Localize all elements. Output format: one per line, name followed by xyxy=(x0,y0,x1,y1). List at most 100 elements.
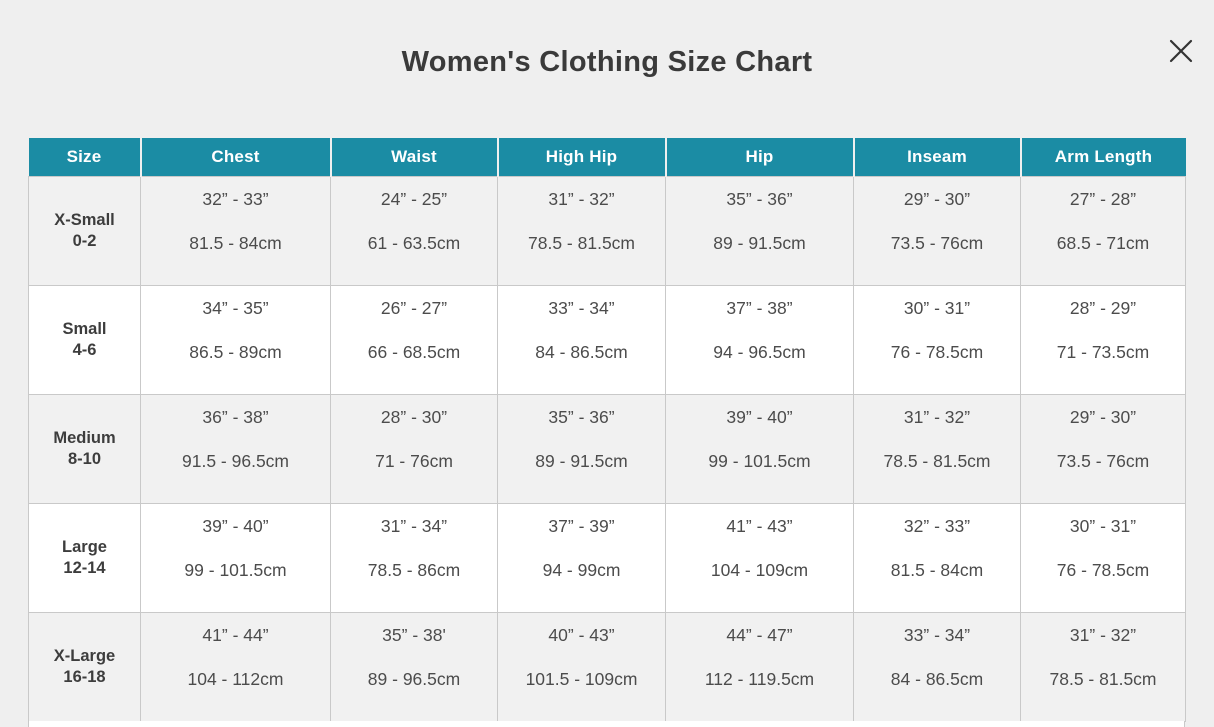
measurement-cm: 104 - 112cm xyxy=(187,668,284,689)
table-row-xsmall: X-Small 0-2 32” - 33” 81.5 - 84cm 24” - … xyxy=(28,175,1186,286)
measurement-cm: 78.5 - 81.5cm xyxy=(1049,668,1157,689)
measurement-inches: 37” - 38” xyxy=(726,297,793,318)
size-label: Medium xyxy=(53,429,116,448)
measurement-inches: 33” - 34” xyxy=(903,624,971,645)
size-range: 0-2 xyxy=(72,231,97,250)
measurement-cell-waist: 35” - 38' 89 - 96.5cm xyxy=(330,611,498,722)
measurement-inches: 28” - 29” xyxy=(1069,297,1137,318)
measurement-cell-waist: 31” - 34” 78.5 - 86cm xyxy=(330,502,498,613)
measurement-cell-hip: 39” - 40” 99 - 101.5cm xyxy=(665,393,854,504)
size-label-cell: Small 4-6 xyxy=(28,284,141,395)
measurement-cm: 71 - 73.5cm xyxy=(1056,341,1150,362)
size-label: Small xyxy=(62,320,107,339)
measurement-inches: 40” - 43” xyxy=(548,624,615,645)
measurement-cm: 61 - 63.5cm xyxy=(367,232,461,253)
measurement-cm: 76 - 78.5cm xyxy=(890,341,984,362)
measurement-cell-hip: 41” - 43” 104 - 109cm xyxy=(665,502,854,613)
close-icon xyxy=(1169,40,1193,63)
measurement-cell-hip: 37” - 38” 94 - 96.5cm xyxy=(665,284,854,395)
close-button[interactable] xyxy=(1162,32,1200,70)
measurement-cm: 86.5 - 89cm xyxy=(189,341,282,362)
column-header-inseam: Inseam xyxy=(852,138,1021,177)
measurement-cell-chest: 32” - 33” 81.5 - 84cm xyxy=(140,175,331,286)
table-row-medium: Medium 8-10 36” - 38” 91.5 - 96.5cm 28” … xyxy=(28,393,1186,504)
size-label: X-Large xyxy=(53,647,116,666)
measurement-inches: 31” - 32” xyxy=(903,406,971,427)
measurement-cell-chest: 41” - 44” 104 - 112cm xyxy=(140,611,331,722)
measurement-cm: 73.5 - 76cm xyxy=(1056,450,1150,471)
measurement-inches: 35” - 36” xyxy=(548,406,615,427)
measurement-cell-arm-length: 28” - 29” 71 - 73.5cm xyxy=(1020,284,1186,395)
measurement-cm: 94 - 96.5cm xyxy=(713,341,806,362)
size-range: 16-18 xyxy=(63,667,106,686)
measurement-cell-arm-length: 29” - 30” 73.5 - 76cm xyxy=(1020,393,1186,504)
measurement-inches: 31” - 34” xyxy=(380,515,448,536)
size-label-cell: X-Large 16-18 xyxy=(28,611,141,722)
measurement-inches: 35” - 38' xyxy=(382,624,446,645)
column-header-chest: Chest xyxy=(139,138,331,177)
measurement-cell-arm-length: 31” - 32” 78.5 - 81.5cm xyxy=(1020,611,1186,722)
measurement-cm: 78.5 - 86cm xyxy=(367,559,461,580)
measurement-cm: 81.5 - 84cm xyxy=(890,559,984,580)
measurement-cell-arm-length: 30” - 31” 76 - 78.5cm xyxy=(1020,502,1186,613)
measurement-inches: 28” - 30” xyxy=(380,406,448,427)
measurement-inches: 36” - 38” xyxy=(202,406,269,427)
measurement-inches: 33” - 34” xyxy=(548,297,615,318)
measurement-cm: 73.5 - 76cm xyxy=(890,232,984,253)
measurement-cm: 76 - 78.5cm xyxy=(1056,559,1150,580)
measurement-inches: 31” - 32” xyxy=(548,188,615,209)
measurement-cm: 71 - 76cm xyxy=(375,450,453,471)
measurement-cell-high-hip: 37” - 39” 94 - 99cm xyxy=(497,502,666,613)
size-label-cell: Medium 8-10 xyxy=(28,393,141,504)
measurement-cell-chest: 36” - 38” 91.5 - 96.5cm xyxy=(140,393,331,504)
column-header-arm-length: Arm Length xyxy=(1019,138,1186,177)
measurement-cell-inseam: 29” - 30” 73.5 - 76cm xyxy=(853,175,1021,286)
measurement-cm: 99 - 101.5cm xyxy=(184,559,287,580)
measurement-cm: 101.5 - 109cm xyxy=(525,668,638,689)
measurement-cm: 84 - 86.5cm xyxy=(535,341,628,362)
measurement-cm: 66 - 68.5cm xyxy=(367,341,461,362)
page-title: Women's Clothing Size Chart xyxy=(401,46,813,79)
measurement-cm: 78.5 - 81.5cm xyxy=(883,450,991,471)
measurement-inches: 41” - 44” xyxy=(202,624,269,645)
column-header-high-hip: High Hip xyxy=(496,138,666,177)
measurement-inches: 44” - 47” xyxy=(726,624,793,645)
measurement-inches: 32” - 33” xyxy=(202,188,269,209)
measurement-cell-waist: 28” - 30” 71 - 76cm xyxy=(330,393,498,504)
measurement-cell-inseam: 33” - 34” 84 - 86.5cm xyxy=(853,611,1021,722)
measurement-cell-inseam: 32” - 33” 81.5 - 84cm xyxy=(853,502,1021,613)
measurement-cell-high-hip: 33” - 34” 84 - 86.5cm xyxy=(497,284,666,395)
size-label: Large xyxy=(62,538,107,557)
measurement-cell-high-hip: 31” - 32” 78.5 - 81.5cm xyxy=(497,175,666,286)
measurement-inches: 34” - 35” xyxy=(202,297,269,318)
next-row-partial xyxy=(28,721,1185,727)
measurement-inches: 26” - 27” xyxy=(380,297,448,318)
header-row: Size Chest Waist High Hip Hip Inseam Arm… xyxy=(28,138,1186,177)
measurement-cell-high-hip: 40” - 43” 101.5 - 109cm xyxy=(497,611,666,722)
column-header-hip: Hip xyxy=(664,138,854,177)
size-range: 4-6 xyxy=(72,340,97,359)
measurement-cm: 99 - 101.5cm xyxy=(708,450,811,471)
measurement-inches: 29” - 30” xyxy=(1069,406,1137,427)
measurement-cell-waist: 26” - 27” 66 - 68.5cm xyxy=(330,284,498,395)
table-row-small: Small 4-6 34” - 35” 86.5 - 89cm 26” - 27… xyxy=(28,284,1186,395)
measurement-inches: 30” - 31” xyxy=(903,297,971,318)
measurement-inches: 37” - 39” xyxy=(548,515,615,536)
measurement-cell-inseam: 31” - 32” 78.5 - 81.5cm xyxy=(853,393,1021,504)
size-range: 8-10 xyxy=(67,449,102,468)
measurement-inches: 41” - 43” xyxy=(726,515,793,536)
measurement-cm: 84 - 86.5cm xyxy=(890,668,984,689)
size-label-cell: X-Small 0-2 xyxy=(28,175,141,286)
measurement-inches: 39” - 40” xyxy=(726,406,793,427)
measurement-inches: 24” - 25” xyxy=(380,188,448,209)
measurement-cell-chest: 34” - 35” 86.5 - 89cm xyxy=(140,284,331,395)
column-header-waist: Waist xyxy=(329,138,498,177)
measurement-inches: 39” - 40” xyxy=(202,515,269,536)
measurement-cell-waist: 24” - 25” 61 - 63.5cm xyxy=(330,175,498,286)
measurement-inches: 35” - 36” xyxy=(726,188,793,209)
measurement-cm: 104 - 109cm xyxy=(710,559,809,580)
size-chart-table: Size Chest Waist High Hip Hip Inseam Arm… xyxy=(28,138,1186,722)
measurement-cm: 81.5 - 84cm xyxy=(189,232,282,253)
measurement-inches: 31” - 32” xyxy=(1069,624,1137,645)
size-label: X-Small xyxy=(54,211,115,230)
